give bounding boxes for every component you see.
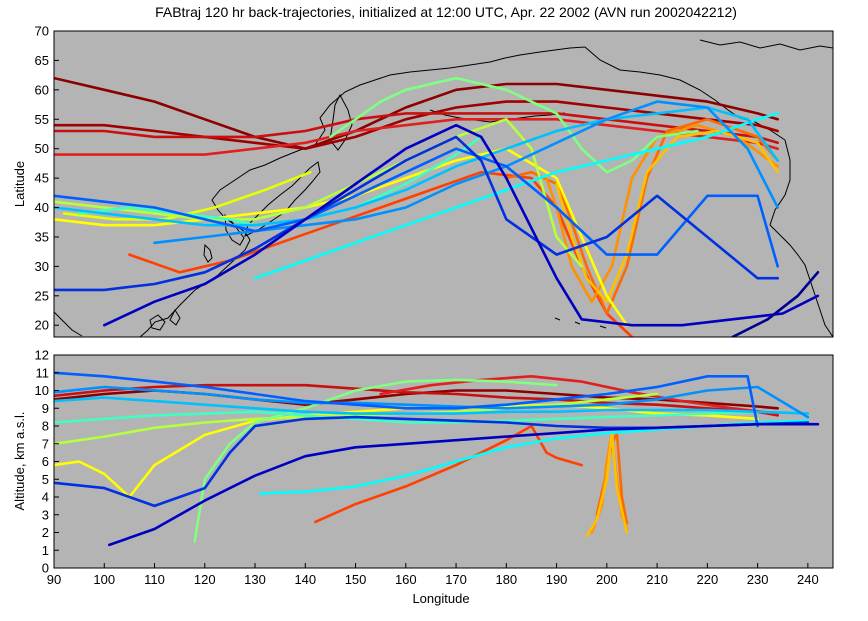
coastline-korea: [224, 213, 245, 246]
y-tick-label: 20: [35, 318, 49, 333]
trajectory-line-2: [54, 383, 779, 417]
trajectory-line-17: [54, 147, 779, 268]
y-tick-label: 12: [35, 348, 49, 363]
coastline-north: [699, 39, 833, 51]
y-tick-label: 50: [35, 141, 49, 156]
y-tick-label: 9: [42, 401, 49, 416]
trajectory-line-18: [54, 135, 779, 292]
trajectory-line-13: [54, 396, 810, 415]
coastline-aleutians: [429, 109, 566, 123]
trajectory-line-11: [54, 410, 759, 424]
x-tick-label: 200: [596, 572, 618, 587]
x-tick-label: 230: [747, 572, 769, 587]
altitude-series: [54, 371, 820, 547]
coastline-philippines: [149, 308, 181, 331]
coastline-taiwan: [203, 243, 213, 263]
y-tick-label: 35: [35, 229, 49, 244]
y-tick-label: 40: [35, 200, 49, 215]
x-tick-label: 140: [294, 572, 316, 587]
trajectory-line-20: [731, 271, 820, 337]
trajectory-line-19: [103, 123, 820, 327]
y-tick-label: 0: [42, 561, 49, 576]
trajectory-line-10: [193, 378, 558, 543]
trajectory-line-3: [54, 112, 779, 145]
x-tick-label: 220: [697, 572, 719, 587]
x-tick-label: 190: [546, 572, 568, 587]
x-tick-label: 110: [144, 572, 165, 587]
x-tick-label: 120: [194, 572, 216, 587]
trajectory-line-14: [54, 385, 810, 419]
y-tick-label: 4: [42, 490, 49, 505]
altitude-xlabel: Longitude: [412, 591, 469, 606]
coastline-hawaii: [554, 317, 607, 329]
y-tick-label: 6: [42, 454, 49, 469]
y-tick-label: 65: [35, 53, 49, 68]
trajectory-line-7: [585, 431, 629, 538]
trajectory-line-1: [54, 76, 779, 150]
trajectory-line-6: [505, 118, 779, 315]
y-tick-label: 55: [35, 112, 49, 127]
x-tick-label: 170: [445, 572, 467, 587]
trajectory-line-17: [108, 422, 820, 547]
chart-title: FABtraj 120 hr back-trajectories, initia…: [155, 4, 737, 20]
latitude-panel: 20 25 30 35 40 45 50 55 60 65 70 Latitude: [12, 24, 834, 338]
x-tick-label: 210: [646, 572, 668, 587]
trajectory-line-4: [314, 424, 583, 524]
coastline-japan: [244, 161, 321, 237]
altitude-x-ticks: 90 100 110 120 130 140 150 160 170 180 190 200 210 22…: [47, 563, 819, 587]
trajectory-line-15: [54, 106, 779, 227]
trajectory-line-14: [253, 112, 779, 280]
latitude-ylabel: Latitude: [12, 161, 27, 207]
y-tick-label: 5: [42, 472, 49, 487]
y-tick-label: 1: [42, 543, 49, 558]
y-tick-label: 3: [42, 507, 49, 522]
y-tick-label: 70: [35, 24, 49, 39]
latitude-plot-area: [54, 31, 833, 337]
x-tick-label: 100: [93, 572, 115, 587]
x-tick-label: 150: [345, 572, 367, 587]
x-tick-label: 130: [244, 572, 266, 587]
y-tick-label: 25: [35, 288, 49, 303]
y-tick-label: 2: [42, 525, 49, 540]
y-tick-label: 11: [36, 365, 50, 380]
trajectory-line-3: [379, 375, 779, 415]
latitude-series: [54, 76, 820, 337]
x-tick-label: 240: [797, 572, 819, 587]
y-tick-label: 60: [35, 82, 49, 97]
x-tick-label: 160: [395, 572, 417, 587]
y-tick-label: 30: [35, 259, 49, 274]
y-tick-label: 10: [35, 383, 49, 398]
x-tick-label: 90: [47, 572, 61, 587]
trajectory-line-15: [54, 371, 759, 428]
altitude-ylabel: Altitude, km a.s.l.: [12, 412, 27, 511]
x-tick-label: 180: [495, 572, 517, 587]
latitude-y-ticks: 20 25 30 35 40 45 50 55 60 65 70: [35, 24, 59, 333]
y-tick-label: 7: [42, 436, 49, 451]
coastline-alaska: [584, 46, 833, 337]
y-tick-label: 45: [35, 171, 49, 186]
coastline-kamchatka: [329, 93, 353, 151]
y-tick-label: 8: [42, 419, 49, 434]
trajectory-line-12: [329, 76, 699, 174]
trajectory-line-9: [54, 392, 659, 446]
